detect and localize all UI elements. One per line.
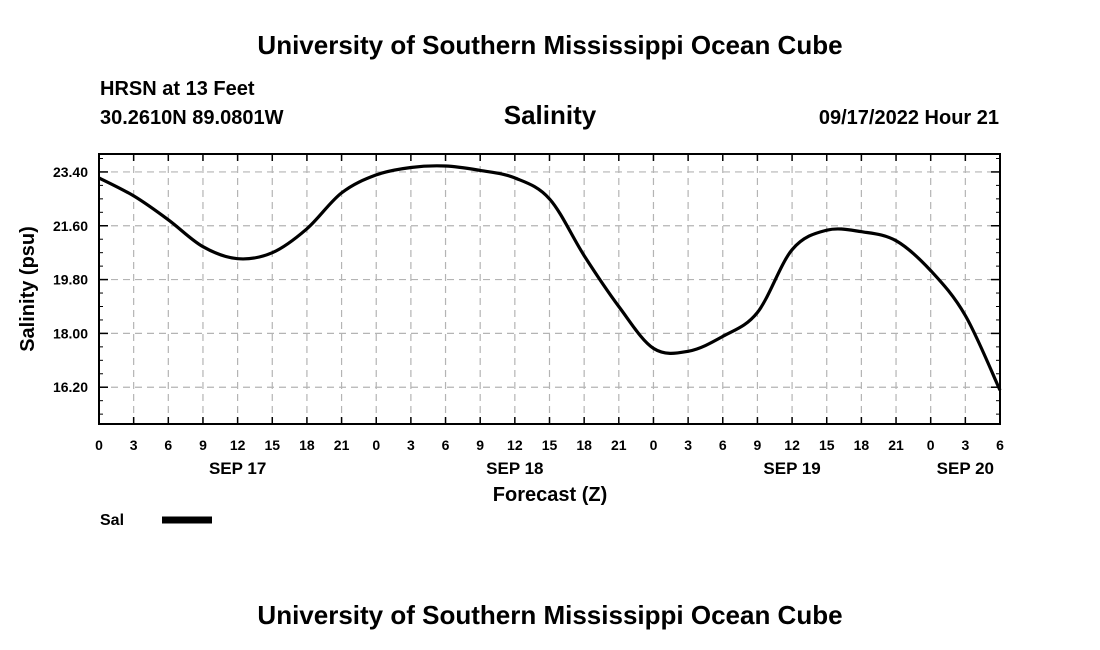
chart-subtitle: Salinity <box>504 100 597 130</box>
x-tick-label: 3 <box>130 437 138 453</box>
x-tick-label: 3 <box>407 437 415 453</box>
x-tick-label: 12 <box>784 437 800 453</box>
series-line-sal <box>98 164 1002 391</box>
x-tick-label: 0 <box>95 437 103 453</box>
date-label: SEP 17 <box>209 459 266 478</box>
x-tick-label: 21 <box>888 437 904 453</box>
date-label: SEP 20 <box>937 459 994 478</box>
x-tick-label: 3 <box>961 437 969 453</box>
x-tick-label: 9 <box>199 437 207 453</box>
plot-frame <box>98 153 1001 425</box>
x-tick-label: 6 <box>719 437 727 453</box>
x-tick-label: 9 <box>754 437 762 453</box>
x-tick-label: 0 <box>650 437 658 453</box>
series-layer <box>98 164 1002 391</box>
x-tick-label: 18 <box>299 437 315 453</box>
forecast-datetime: 09/17/2022 Hour 21 <box>819 107 999 129</box>
chart-title: University of Southern Mississippi Ocean… <box>257 30 842 60</box>
y-tick-label: 21.60 <box>53 218 88 234</box>
y-tick-label: 23.40 <box>53 164 88 180</box>
x-tick-label: 6 <box>442 437 450 453</box>
y-tick-labels: 16.20 18.00 19.80 21.60 23.40 <box>53 164 88 395</box>
x-tick-label: 12 <box>507 437 523 453</box>
date-labels: SEP 17 SEP 18 SEP 19 SEP 20 <box>209 459 994 478</box>
x-tick-label: 6 <box>996 437 1004 453</box>
x-tick-label: 15 <box>264 437 280 453</box>
x-tick-label: 15 <box>542 437 558 453</box>
x-tick-label: 21 <box>611 437 627 453</box>
footer-title: University of Southern Mississippi Ocean… <box>257 600 842 630</box>
x-tick-label: 21 <box>334 437 350 453</box>
y-tick-label: 18.00 <box>53 325 88 341</box>
y-tick-label: 16.20 <box>53 379 88 395</box>
station-label: HRSN at 13 Feet <box>100 78 255 100</box>
x-tick-label: 0 <box>927 437 935 453</box>
date-label: SEP 18 <box>486 459 543 478</box>
x-tick-label: 18 <box>576 437 592 453</box>
x-tick-label: 6 <box>164 437 172 453</box>
x-tick-label: 12 <box>230 437 246 453</box>
x-axis-label: Forecast (Z) <box>493 484 607 506</box>
y-axis-label: Salinity (psu) <box>17 226 39 352</box>
station-coords: 30.2610N 89.0801W <box>100 107 284 129</box>
x-tick-label: 3 <box>684 437 692 453</box>
x-tick-label: 9 <box>476 437 484 453</box>
grid <box>99 154 1000 424</box>
x-tick-labels: 0 3 6 9 12 15 18 21 0 3 6 9 12 15 18 21 0 3 6 9 12 15 18 21 0 3 6 <box>95 437 1004 453</box>
x-tick-label: 15 <box>819 437 835 453</box>
legend-label: Sal <box>100 512 124 529</box>
date-label: SEP 19 <box>763 459 820 478</box>
x-tick-label: 18 <box>854 437 870 453</box>
y-tick-label: 19.80 <box>53 272 88 288</box>
x-tick-label: 0 <box>372 437 380 453</box>
